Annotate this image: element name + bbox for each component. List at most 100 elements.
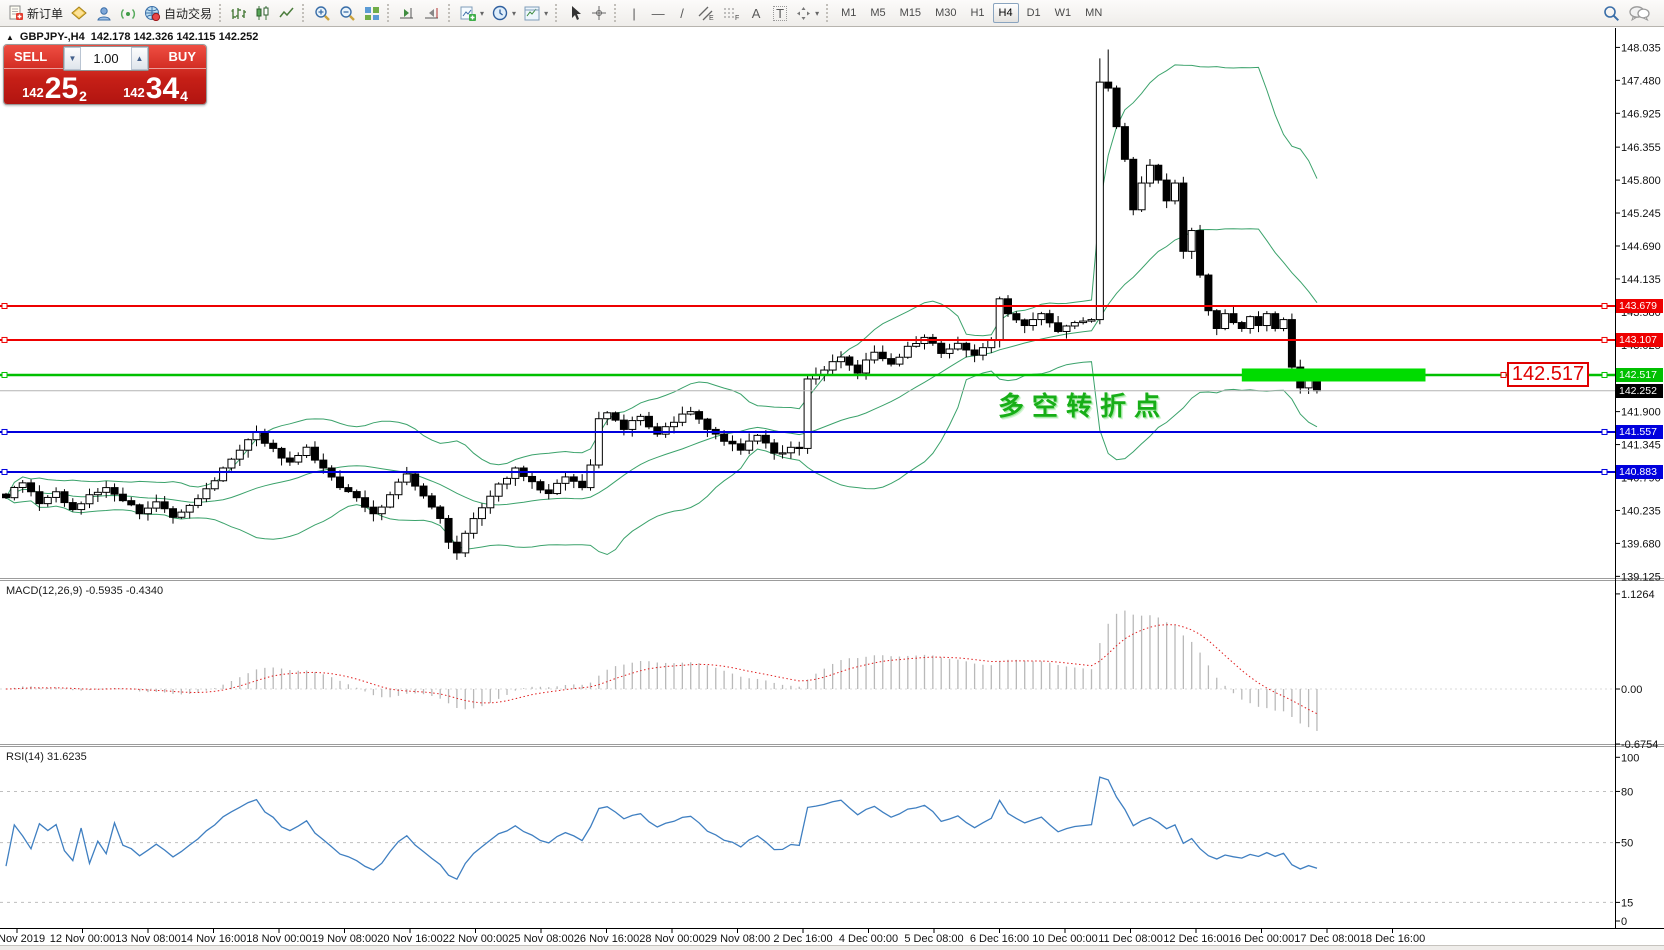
zoom-in-icon xyxy=(315,6,330,21)
candle-body xyxy=(653,426,662,435)
level-handle[interactable] xyxy=(1601,336,1608,343)
level-handle[interactable] xyxy=(1,336,8,343)
equidistant-channel-button[interactable]: E xyxy=(694,2,719,24)
signals-button[interactable] xyxy=(116,2,140,24)
timeframe-mn-button[interactable]: MN xyxy=(1085,7,1103,19)
timeframe-m5-button[interactable]: M5 xyxy=(870,7,886,19)
price-tag-143.679[interactable]: 143.679 xyxy=(1616,299,1663,313)
price-tag-140.883[interactable]: 140.883 xyxy=(1616,464,1663,479)
auto-scroll-button[interactable] xyxy=(395,2,420,24)
level-handle[interactable] xyxy=(1,428,8,435)
text-icon: A xyxy=(751,5,761,21)
tile-windows-button[interactable] xyxy=(360,2,384,24)
time-tick-label: 12 Nov 00:00 xyxy=(50,933,115,945)
candle-body xyxy=(1262,313,1271,327)
text-button[interactable]: A xyxy=(744,2,768,24)
chat-icon[interactable] xyxy=(1628,5,1650,21)
rsi-label: RSI(14) 31.6235 xyxy=(6,751,87,763)
candle-body xyxy=(210,480,219,490)
crosshair-button[interactable] xyxy=(587,2,611,24)
level-handle[interactable] xyxy=(1601,303,1608,309)
vertical-line-button[interactable]: | xyxy=(622,2,646,24)
collapse-arrow-icon[interactable]: ▲ xyxy=(6,32,14,42)
price-tag-142.517[interactable]: 142.517 xyxy=(1616,367,1663,382)
zoom-out-button[interactable] xyxy=(335,2,360,24)
candle-body xyxy=(853,364,862,374)
level-handle[interactable] xyxy=(1,371,8,378)
candlestick-button[interactable] xyxy=(251,2,275,24)
candle-body xyxy=(444,517,453,543)
search-icon[interactable] xyxy=(1603,5,1620,22)
trend-line-button[interactable]: / xyxy=(670,2,694,24)
candle-body xyxy=(586,464,595,489)
axis-tick-label: 139.125 xyxy=(1621,571,1661,583)
candle-body xyxy=(1037,313,1046,321)
volume-increase-button[interactable]: ▲ xyxy=(131,47,148,70)
fibonacci-button[interactable]: F xyxy=(719,2,744,24)
text-label-button[interactable]: T xyxy=(768,2,792,24)
timeframe-w1-button[interactable]: W1 xyxy=(1054,7,1072,19)
timeframe-h4-button[interactable]: H4 xyxy=(992,3,1019,23)
new-order-button[interactable]: 新订单 xyxy=(4,2,67,24)
chart-shift-button[interactable] xyxy=(420,2,445,24)
candle-body xyxy=(720,433,729,442)
timeframe-m30-button[interactable]: M30 xyxy=(935,7,957,19)
timeframe-m1-button[interactable]: M1 xyxy=(841,7,857,19)
highlight-rect[interactable] xyxy=(1241,368,1426,382)
timeframe-m15-button[interactable]: M15 xyxy=(899,7,922,19)
market-watch-button[interactable] xyxy=(67,2,92,24)
chart-shift-icon xyxy=(425,8,439,19)
arrows-button[interactable]: ▾ xyxy=(792,2,823,24)
candle-body xyxy=(177,511,186,518)
axis-tick-label: 148.035 xyxy=(1621,42,1661,54)
candle-body xyxy=(1229,313,1238,324)
level-handle[interactable] xyxy=(1,303,8,309)
timeframe-d1-button[interactable]: D1 xyxy=(1026,7,1041,19)
period-button[interactable]: ▾ xyxy=(488,2,520,24)
candle-body xyxy=(1087,319,1096,322)
candle-body xyxy=(1287,319,1296,368)
level-handle[interactable] xyxy=(1601,468,1608,475)
horizontal-line-button[interactable]: — xyxy=(646,2,670,24)
timeframe-h1-button[interactable]: H1 xyxy=(970,7,985,19)
auto-trading-button[interactable]: 自动交易 xyxy=(140,2,216,24)
line-chart-button[interactable] xyxy=(275,2,299,24)
candle-body xyxy=(169,508,177,518)
volume-decrease-button[interactable]: ▼ xyxy=(64,47,81,70)
level-handle[interactable] xyxy=(1601,428,1608,435)
axis-tick-label: 139.680 xyxy=(1621,538,1661,550)
buy-price-small: 142 xyxy=(123,85,145,100)
templates-button[interactable]: ▾ xyxy=(520,2,552,24)
buy-label: BUY xyxy=(168,49,196,64)
level-handle[interactable] xyxy=(1,468,8,475)
auto-trading-label: 自动交易 xyxy=(164,6,213,21)
macd-pane xyxy=(0,610,1615,731)
price-tag-141.557[interactable]: 141.557 xyxy=(1616,424,1663,439)
candle-body xyxy=(260,431,269,444)
volume-input[interactable] xyxy=(81,47,131,70)
time-tick-label: 2 Dec 16:00 xyxy=(773,933,832,945)
candle-body xyxy=(578,480,587,489)
axis-tick-label: 147.480 xyxy=(1621,75,1661,87)
accounts-button[interactable] xyxy=(92,2,116,24)
candle-body xyxy=(93,491,102,496)
candle-body xyxy=(60,491,69,504)
time-tick-label: 14 Nov 16:00 xyxy=(181,933,246,945)
price-callout[interactable]: 142.517 xyxy=(1507,362,1589,387)
level-handle[interactable] xyxy=(1601,371,1608,378)
zoom-in-button[interactable] xyxy=(310,2,335,24)
callout-anchor[interactable] xyxy=(1500,371,1507,378)
price-tag-143.107[interactable]: 143.107 xyxy=(1616,332,1663,347)
time-tick-label: 10 Dec 00:00 xyxy=(1032,933,1097,945)
cursor-button[interactable] xyxy=(563,2,587,24)
turning-point-annotation[interactable]: 多空转折点 xyxy=(998,391,1169,421)
candle-body xyxy=(1221,313,1230,329)
new-chart-button[interactable]: ▾ xyxy=(456,2,488,24)
macd-label: MACD(12,26,9) -0.5935 -0.4340 xyxy=(6,585,164,597)
bar-chart-button[interactable] xyxy=(227,2,251,24)
candle-body xyxy=(244,439,253,451)
clock-icon xyxy=(492,5,508,21)
candle-body xyxy=(336,476,344,489)
time-tick-label: 18 Nov 00:00 xyxy=(246,933,311,945)
